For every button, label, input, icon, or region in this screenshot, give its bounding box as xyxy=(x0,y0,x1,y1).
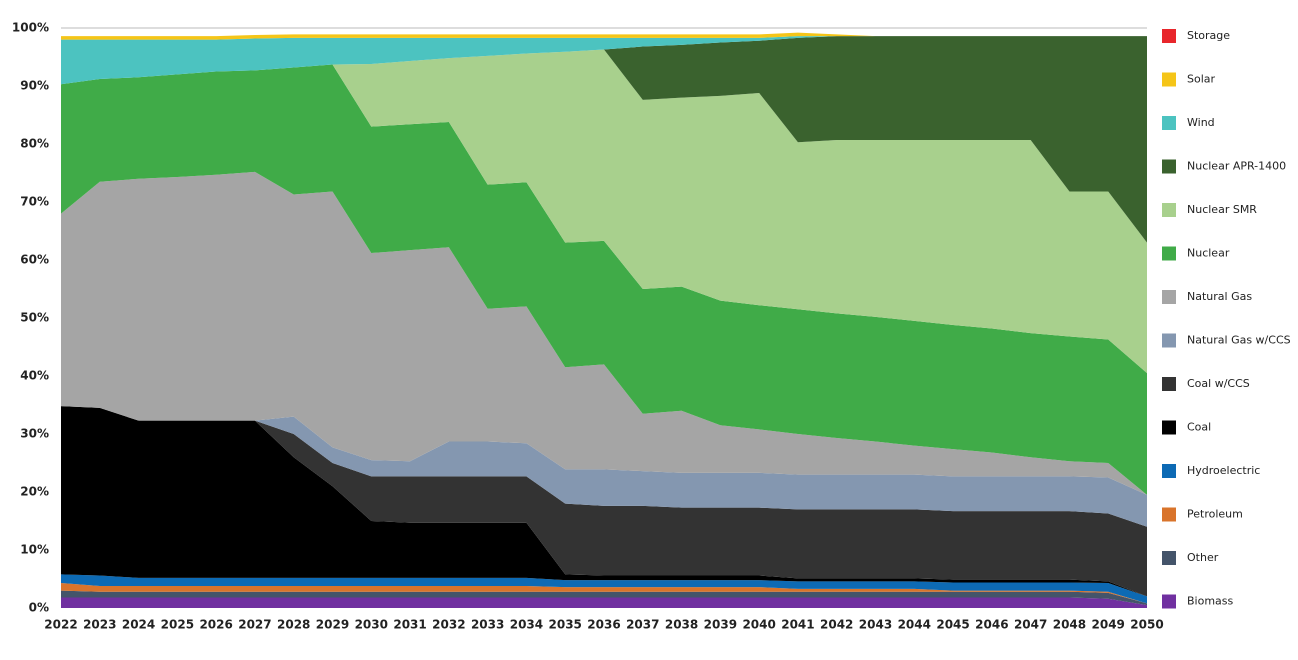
legend-swatch xyxy=(1162,72,1176,87)
legend-label: Nuclear SMR xyxy=(1187,203,1257,216)
x-tick-label: 2041 xyxy=(781,618,814,632)
x-tick-label: 2023 xyxy=(83,618,116,632)
y-tick-label: 80% xyxy=(20,137,49,151)
x-tick-label: 2047 xyxy=(1014,618,1047,632)
legend-label: Storage xyxy=(1187,29,1230,42)
y-tick-label: 30% xyxy=(20,427,49,441)
x-tick-label: 2045 xyxy=(936,618,969,632)
area xyxy=(61,32,1147,40)
legend-swatch xyxy=(1162,594,1176,609)
x-tick-label: 2043 xyxy=(859,618,892,632)
legend-label: Biomass xyxy=(1187,595,1234,608)
x-tick-label: 2033 xyxy=(471,618,504,632)
x-tick-label: 2049 xyxy=(1092,618,1125,632)
legend-label: Solar xyxy=(1187,73,1216,86)
x-tick-label: 2036 xyxy=(587,618,620,632)
area xyxy=(61,574,1147,604)
legend-label: Natural Gas xyxy=(1187,290,1252,303)
x-tick-label: 2028 xyxy=(277,618,310,632)
legend-swatch xyxy=(1162,333,1176,348)
x-tick-label: 2026 xyxy=(199,618,232,632)
x-tick-label: 2038 xyxy=(665,618,698,632)
legend-label: Coal xyxy=(1187,421,1211,434)
y-tick-label: 50% xyxy=(20,311,49,325)
y-tick-label: 60% xyxy=(20,253,49,267)
x-tick-label: 2025 xyxy=(161,618,194,632)
area xyxy=(61,36,1147,243)
legend-swatch xyxy=(1162,203,1176,217)
legend-label: Nuclear xyxy=(1187,247,1230,260)
x-tick-label: 2050 xyxy=(1130,618,1163,632)
legend-swatch xyxy=(1162,507,1176,522)
x-tick-label: 2022 xyxy=(44,618,77,632)
legend-swatch xyxy=(1162,116,1176,130)
x-tick-label: 2024 xyxy=(122,618,155,632)
x-tick-label: 2044 xyxy=(898,618,931,632)
x-tick-label: 2039 xyxy=(704,618,737,632)
x-tick-label: 2040 xyxy=(742,618,775,632)
y-tick-label: 20% xyxy=(20,485,49,499)
x-tick-label: 2030 xyxy=(355,618,388,632)
legend-swatch xyxy=(1162,290,1176,304)
x-tick-label: 2034 xyxy=(510,618,543,632)
legend-label: Wind xyxy=(1187,116,1215,129)
legend-swatch xyxy=(1162,159,1176,174)
y-tick-label: 0% xyxy=(29,601,49,615)
legend-swatch xyxy=(1162,551,1176,565)
legend-swatch xyxy=(1162,246,1176,261)
area xyxy=(61,597,1147,608)
legend-label: Natural Gas w/CCS xyxy=(1187,334,1291,347)
legend-label: Hydroelectric xyxy=(1187,464,1260,477)
legend-label: Other xyxy=(1187,551,1219,564)
y-tick-label: 90% xyxy=(20,79,49,93)
area xyxy=(61,583,1147,604)
x-tick-label: 2042 xyxy=(820,618,853,632)
legend-swatch xyxy=(1162,377,1176,391)
area xyxy=(61,49,1147,374)
area xyxy=(61,64,1147,495)
area xyxy=(61,36,1147,85)
x-tick-label: 2029 xyxy=(316,618,349,632)
y-tick-label: 10% xyxy=(20,543,49,557)
x-tick-label: 2031 xyxy=(393,618,426,632)
legend-swatch xyxy=(1162,29,1176,43)
x-tick-label: 2027 xyxy=(238,618,271,632)
legend-swatch xyxy=(1162,464,1176,478)
x-tick-label: 2035 xyxy=(549,618,582,632)
x-tick-label: 2048 xyxy=(1053,618,1086,632)
x-tick-label: 2032 xyxy=(432,618,465,632)
x-tick-label: 2046 xyxy=(975,618,1008,632)
legend-swatch xyxy=(1162,420,1176,435)
area xyxy=(61,590,1147,606)
legend-label: Nuclear APR-1400 xyxy=(1187,160,1286,173)
legend-label: Coal w/CCS xyxy=(1187,377,1250,390)
area xyxy=(61,406,1147,597)
area xyxy=(61,171,1147,495)
area xyxy=(61,406,1147,597)
y-tick-label: 100% xyxy=(12,21,49,35)
area xyxy=(61,406,1147,527)
legend-label: Petroleum xyxy=(1187,508,1243,521)
y-tick-label: 70% xyxy=(20,195,49,209)
x-tick-label: 2037 xyxy=(626,618,659,632)
y-tick-label: 40% xyxy=(20,369,49,383)
